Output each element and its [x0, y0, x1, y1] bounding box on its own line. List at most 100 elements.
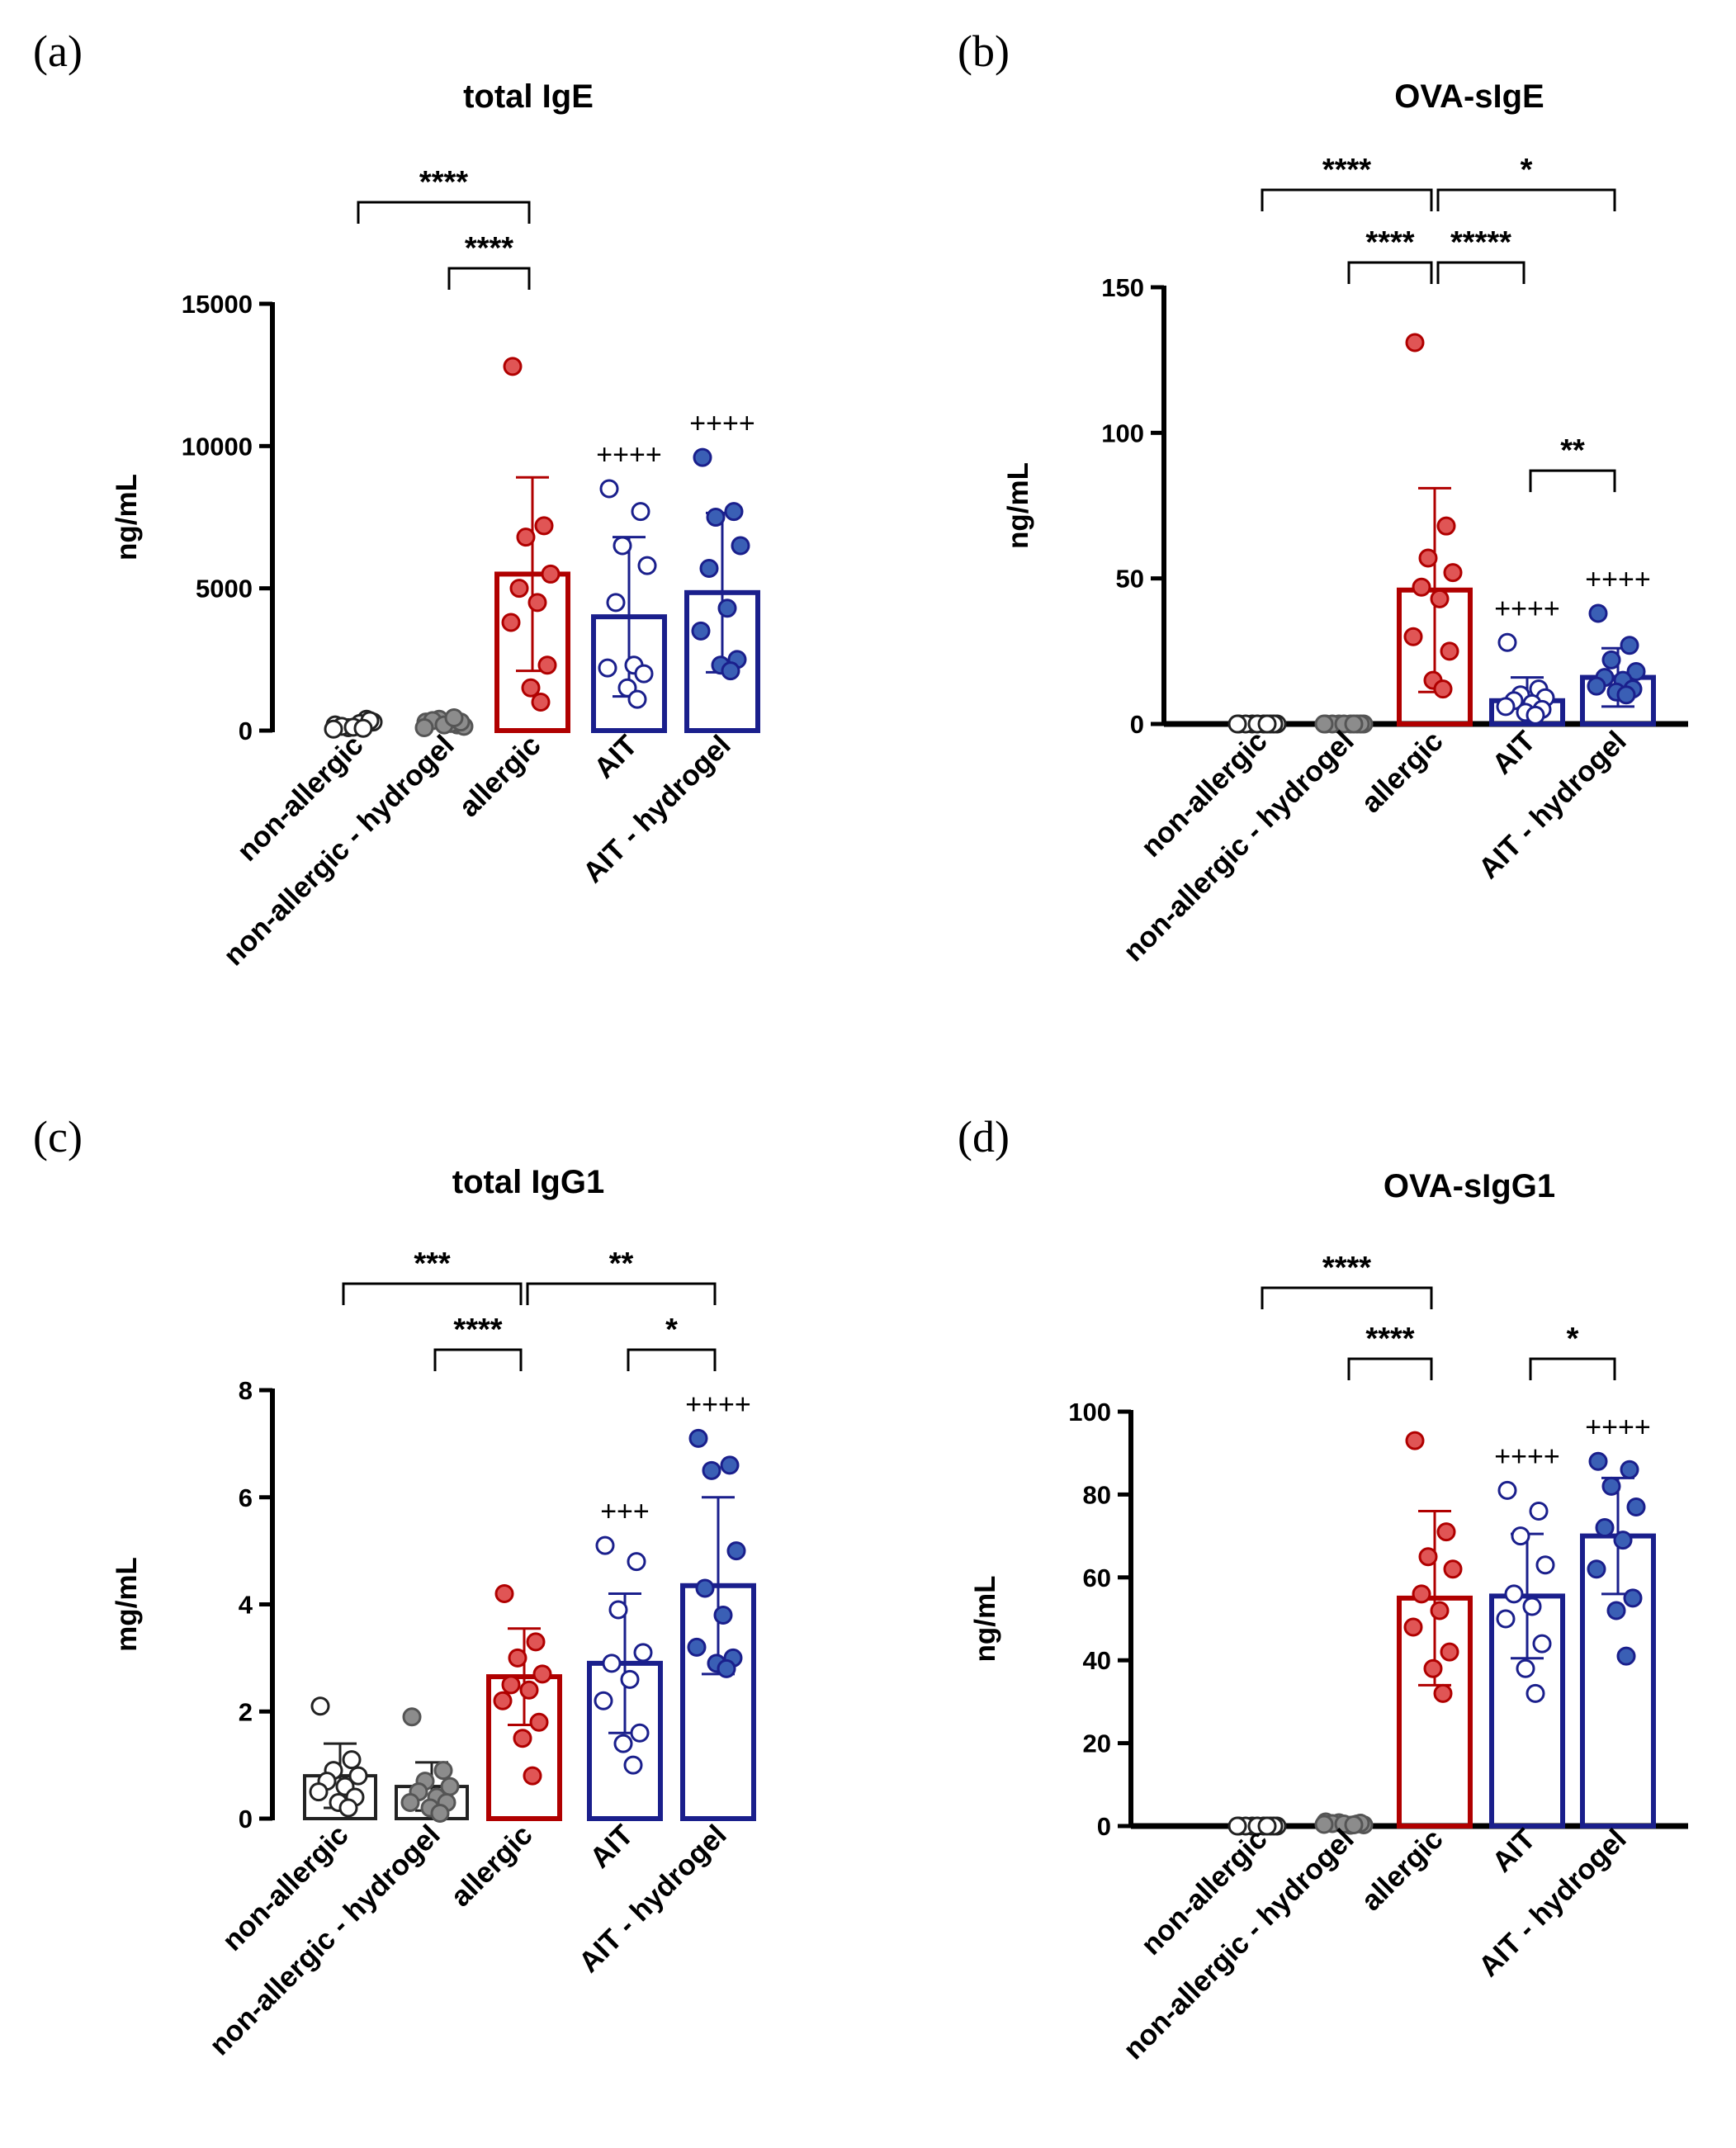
data-point [508, 1648, 527, 1668]
significance-plus: ++++ [1585, 1412, 1650, 1443]
data-point [717, 1658, 736, 1678]
data-point [1433, 679, 1453, 699]
data-point [726, 1541, 746, 1561]
data-point [1436, 516, 1456, 536]
significance-label: * [1567, 1322, 1579, 1356]
data-point [1433, 1683, 1453, 1703]
data-point [634, 664, 654, 684]
data-point [1403, 627, 1423, 646]
data-point [599, 479, 619, 499]
data-point [633, 1643, 653, 1663]
data-point [494, 1584, 514, 1604]
data-point [513, 1729, 532, 1748]
data-point [516, 528, 536, 547]
data-point [1587, 1559, 1606, 1579]
data-point [721, 661, 740, 681]
data-point [606, 593, 626, 613]
data-point [1418, 548, 1438, 568]
chart-title: OVA-sIgE [1394, 78, 1544, 115]
data-point [501, 1675, 521, 1695]
y-tick-label: 40 [1083, 1646, 1111, 1675]
significance-label: * [665, 1313, 678, 1347]
data-point [503, 357, 523, 376]
significance-label: **** [465, 231, 513, 266]
y-axis-label: ng/mL [1002, 462, 1034, 549]
data-point [348, 1766, 368, 1786]
data-point [1257, 1816, 1277, 1836]
data-point [1620, 636, 1639, 655]
data-point [1588, 603, 1608, 623]
data-point [1436, 1522, 1456, 1542]
significance-plus: ++++ [689, 408, 754, 439]
chart-title: OVA-sIgG1 [1384, 1168, 1555, 1204]
data-point [688, 1428, 708, 1448]
significance-bracket [433, 1348, 523, 1371]
data-point [1412, 577, 1431, 597]
y-tick-label: 5000 [196, 575, 253, 603]
data-point [1257, 714, 1277, 734]
category-label: allergic [1355, 1823, 1449, 1917]
data-point [1595, 1518, 1615, 1538]
data-point [414, 718, 434, 738]
data-point [509, 579, 529, 599]
significance-plus: ++++ [1585, 564, 1650, 595]
data-point [526, 1632, 546, 1652]
data-point [1623, 1588, 1643, 1608]
data-point [342, 1750, 362, 1770]
data-point [1314, 1814, 1334, 1834]
y-axis-label: ng/mL [111, 474, 143, 561]
significance-bracket [1347, 261, 1433, 284]
data-point [519, 1680, 539, 1700]
chart-title: total IgG1 [452, 1164, 604, 1200]
significance-bracket [1261, 188, 1433, 211]
significance-bracket [627, 1348, 717, 1371]
chart-panel-d: (d)OVA-sIgG1020406080100ng/mLnon-allergi… [958, 1112, 1688, 2065]
y-tick-label: 6 [239, 1483, 253, 1512]
significance-plus: ++++ [596, 439, 661, 471]
significance-bracket [447, 267, 531, 290]
category-label: AIT [1486, 725, 1541, 780]
data-point [1535, 1555, 1555, 1575]
data-point [1522, 1597, 1542, 1616]
y-tick-label: 0 [1130, 710, 1144, 739]
y-tick-label: 150 [1101, 273, 1144, 302]
data-point [537, 655, 557, 675]
data-point [521, 678, 541, 698]
data-point [630, 1723, 650, 1743]
significance-label: * [1521, 153, 1533, 187]
data-point [1606, 1601, 1626, 1620]
y-tick-label: 20 [1083, 1729, 1111, 1758]
data-point [620, 1669, 640, 1689]
data-point [1496, 1609, 1516, 1629]
data-point [627, 689, 647, 709]
panel-label: (c) [33, 1112, 83, 1162]
chart-title: total IgE [463, 78, 594, 115]
category-label: allergic [452, 729, 546, 823]
data-point [693, 447, 712, 467]
significance-label: **** [1322, 1251, 1371, 1285]
panel-label: (a) [33, 26, 83, 76]
data-point [1344, 714, 1364, 734]
significance-bracket [357, 201, 531, 224]
chart-panel-c: (c)total IgG102468mg/mLnon-allergicnon-a… [33, 1112, 756, 2061]
data-point [713, 1605, 733, 1625]
data-point [430, 1804, 450, 1824]
data-point [1440, 641, 1459, 661]
y-tick-label: 2 [239, 1697, 253, 1726]
data-point [608, 1600, 628, 1620]
significance-plus: ++++ [1494, 593, 1559, 624]
data-point [1430, 589, 1450, 608]
data-point [324, 719, 343, 739]
data-point [534, 516, 554, 536]
data-point [1418, 1547, 1438, 1567]
data-point [699, 559, 719, 579]
y-tick-label: 80 [1083, 1480, 1111, 1509]
data-point [1405, 1431, 1425, 1450]
data-point [531, 693, 551, 712]
chart-panel-a: (a)total IgE050001000015000ng/mLnon-alle… [33, 26, 760, 972]
significance-label: ** [1560, 433, 1585, 468]
data-point [433, 1761, 453, 1781]
data-point [1588, 1451, 1608, 1471]
data-point [691, 621, 711, 641]
